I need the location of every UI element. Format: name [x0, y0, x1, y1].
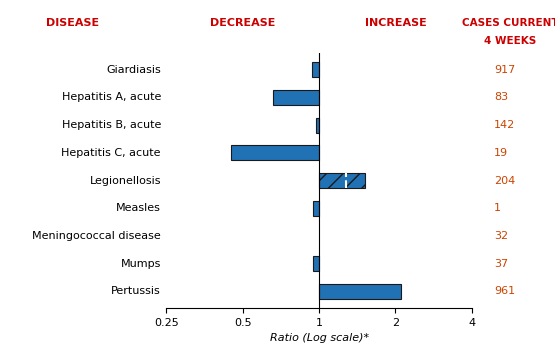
Text: Pertussis: Pertussis — [111, 286, 161, 296]
Text: 917: 917 — [494, 65, 515, 75]
Text: 961: 961 — [494, 286, 515, 296]
Text: 19: 19 — [494, 148, 508, 158]
Bar — [314, 201, 319, 216]
Text: 37: 37 — [494, 259, 508, 269]
Text: 142: 142 — [494, 120, 515, 130]
Text: Measles: Measles — [116, 203, 161, 213]
Text: 83: 83 — [494, 92, 508, 102]
Bar — [312, 62, 319, 77]
Text: CASES CURRENT: CASES CURRENT — [462, 18, 555, 28]
Text: Legionellosis: Legionellosis — [89, 176, 161, 185]
X-axis label: Ratio (Log scale)*: Ratio (Log scale)* — [270, 333, 369, 343]
Bar — [274, 90, 319, 105]
Bar — [319, 284, 401, 299]
Text: Meningococcal disease: Meningococcal disease — [32, 231, 161, 241]
Text: Hepatitis A, acute: Hepatitis A, acute — [62, 92, 161, 102]
Text: 32: 32 — [494, 231, 508, 241]
Text: INCREASE: INCREASE — [365, 18, 426, 28]
Text: Giardiasis: Giardiasis — [106, 65, 161, 75]
Text: 1: 1 — [494, 203, 501, 213]
Text: Hepatitis C, acute: Hepatitis C, acute — [62, 148, 161, 158]
Text: Mumps: Mumps — [120, 259, 161, 269]
Bar — [319, 173, 365, 188]
Text: DECREASE: DECREASE — [210, 18, 275, 28]
Text: Hepatitis B, acute: Hepatitis B, acute — [62, 120, 161, 130]
Bar — [316, 118, 319, 133]
Bar — [314, 256, 319, 271]
Text: DISEASE: DISEASE — [46, 18, 99, 28]
Text: 4 WEEKS: 4 WEEKS — [485, 36, 537, 46]
Bar — [231, 145, 319, 160]
Text: 204: 204 — [494, 176, 515, 185]
